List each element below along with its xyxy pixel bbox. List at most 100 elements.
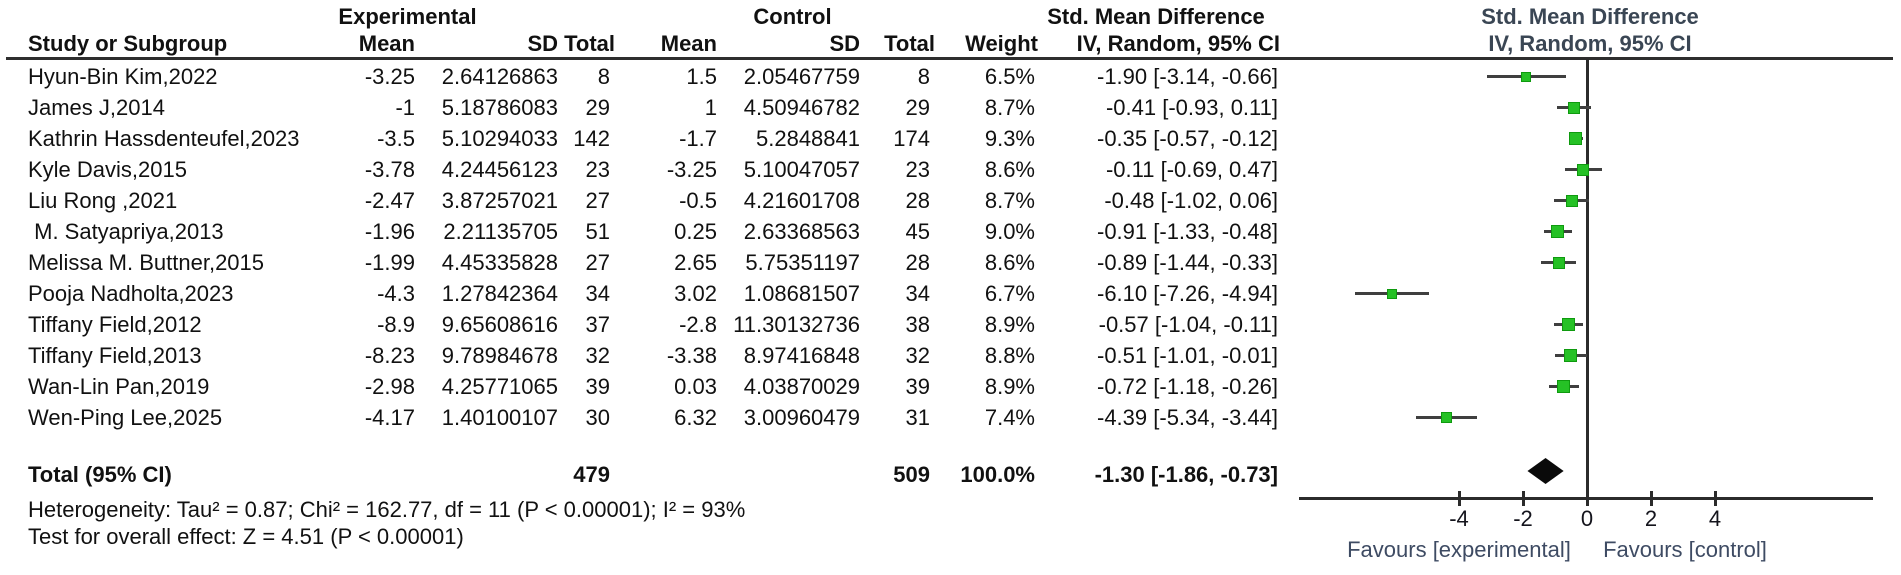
ctrl-sd-cell: 5.2848841 bbox=[756, 126, 860, 151]
study-name-cell: Wan-Lin Pan,2019 bbox=[28, 374, 210, 399]
smd-ci-cell: -0.89 [-1.44, -0.33] bbox=[1097, 250, 1278, 275]
exp-total-cell: 29 bbox=[585, 95, 610, 120]
exp-total-cell: 23 bbox=[585, 157, 610, 182]
weight-cell: 8.8% bbox=[984, 343, 1035, 368]
study-row: Liu Rong ,2021 -2.47 3.87257021 27 -0.5 4.216… bbox=[0, 185, 1901, 216]
ctrl-sd-cell: 5.75351197 bbox=[745, 250, 860, 275]
ctrl-mean-cell: -1.7 bbox=[679, 126, 717, 151]
exp-mean-cell: -3.25 bbox=[364, 64, 415, 89]
exp-total-cell: 39 bbox=[585, 374, 610, 399]
weight-cell: 8.7% bbox=[984, 188, 1035, 213]
study-name-cell: James J,2014 bbox=[28, 95, 165, 120]
effect-marker bbox=[1557, 380, 1571, 393]
weight-cell: 8.9% bbox=[984, 312, 1035, 337]
exp-sd-header: SD bbox=[527, 31, 558, 56]
exp-sd-cell: 9.65608616 bbox=[441, 312, 558, 337]
total-weight: 100.0% bbox=[960, 462, 1035, 487]
weight-header: Weight bbox=[965, 31, 1038, 56]
zero-reference-line bbox=[1586, 59, 1589, 499]
effect-marker bbox=[1386, 288, 1397, 299]
favours-left-label: Favours [experimental] bbox=[1347, 537, 1571, 562]
ctrl-total-cell: 31 bbox=[905, 405, 930, 430]
ctrl-mean-cell: 1.5 bbox=[686, 64, 717, 89]
exp-mean-header: Mean bbox=[358, 31, 415, 56]
exp-total-cell: 30 bbox=[585, 405, 610, 430]
smd-ci-cell: -0.51 [-1.01, -0.01] bbox=[1097, 343, 1278, 368]
exp-total-cell: 37 bbox=[585, 312, 610, 337]
exp-mean-cell: -1.99 bbox=[364, 250, 415, 275]
ctrl-sd-header: SD bbox=[829, 31, 860, 56]
ctrl-mean-cell: 0.25 bbox=[674, 219, 717, 244]
exp-total-cell: 34 bbox=[585, 281, 610, 306]
ctrl-total-cell: 28 bbox=[905, 250, 930, 275]
axis-tick bbox=[1585, 491, 1589, 506]
exp-sd-cell: 9.78984678 bbox=[441, 343, 558, 368]
study-name-cell: Liu Rong ,2021 bbox=[28, 188, 178, 213]
ctrl-mean-cell: -0.5 bbox=[679, 188, 717, 213]
total-ci: -1.30 [-1.86, -0.73] bbox=[1094, 462, 1278, 487]
study-row: Kyle Davis,2015 -3.78 4.24456123 23 -3.25 5.1… bbox=[0, 154, 1901, 185]
weight-cell: 8.9% bbox=[984, 374, 1035, 399]
effect-marker bbox=[1564, 349, 1578, 362]
exp-total-cell: 51 bbox=[585, 219, 610, 244]
exp-total-cell: 32 bbox=[585, 343, 610, 368]
exp-sd-cell: 1.40100107 bbox=[441, 405, 558, 430]
axis-tick-label: 0 bbox=[1580, 506, 1594, 531]
ctrl-total-cell: 174 bbox=[893, 126, 930, 151]
exp-total-cell: 27 bbox=[585, 250, 610, 275]
study-rows: Hyun-Bin Kim,2022 -3.25 2.64126863 8 1.5 2.05… bbox=[0, 61, 1901, 433]
weight-cell: 8.7% bbox=[984, 95, 1035, 120]
ctrl-sd-cell: 2.63368563 bbox=[743, 219, 860, 244]
heterogeneity-stats: Heterogeneity: Tau² = 0.87; Chi² = 162.7… bbox=[28, 497, 746, 522]
smd-ci-cell: -0.11 [-0.69, 0.47] bbox=[1105, 157, 1278, 182]
weight-cell: 6.5% bbox=[984, 64, 1035, 89]
ctrl-mean-cell: -2.8 bbox=[679, 312, 717, 337]
ctrl-total-cell: 34 bbox=[905, 281, 930, 306]
ctrl-mean-cell: 1 bbox=[704, 95, 717, 120]
study-row: M. Satyapriya,2013 -1.96 2.21135705 51 0.25 2… bbox=[0, 216, 1901, 247]
exp-sd-cell: 5.10294033 bbox=[441, 126, 558, 151]
ctrl-total-cell: 45 bbox=[905, 219, 930, 244]
weight-cell: 7.4% bbox=[984, 405, 1035, 430]
axis-tick-label: 2 bbox=[1644, 506, 1658, 531]
study-name-cell: Kyle Davis,2015 bbox=[28, 157, 187, 182]
ctrl-mean-cell: 6.32 bbox=[674, 405, 717, 430]
smd-column-group-header: Std. Mean Difference bbox=[1047, 4, 1265, 29]
ctrl-mean-cell: 0.03 bbox=[674, 374, 717, 399]
axis-tick-label: -2 bbox=[1513, 506, 1533, 531]
exp-mean-cell: -8.9 bbox=[377, 312, 415, 337]
ci-column-header: IV, Random, 95% CI bbox=[1076, 31, 1280, 56]
exp-mean-cell: -3.78 bbox=[364, 157, 415, 182]
smd-ci-cell: -0.35 [-0.57, -0.12] bbox=[1097, 126, 1278, 151]
ctrl-mean-cell: 3.02 bbox=[674, 281, 717, 306]
exp-sd-cell: 2.64126863 bbox=[441, 64, 558, 89]
exp-mean-cell: -2.98 bbox=[364, 374, 415, 399]
effect-marker bbox=[1552, 256, 1565, 269]
effect-marker bbox=[1441, 412, 1453, 423]
weight-cell: 9.0% bbox=[984, 219, 1035, 244]
exp-total-cell: 27 bbox=[585, 188, 610, 213]
effect-marker bbox=[1567, 101, 1580, 114]
exp-total-header: Total bbox=[564, 31, 615, 56]
ctrl-mean-cell: -3.38 bbox=[666, 343, 717, 368]
ctrl-sd-cell: 5.10047057 bbox=[743, 157, 860, 182]
exp-mean-cell: -4.3 bbox=[377, 281, 415, 306]
ctrl-mean-cell: -3.25 bbox=[666, 157, 717, 182]
axis-tick-label: -4 bbox=[1449, 506, 1469, 531]
plot-title: Std. Mean Difference bbox=[1481, 4, 1699, 29]
study-name-cell: Pooja Nadholta,2023 bbox=[28, 281, 234, 306]
smd-ci-cell: -0.91 [-1.33, -0.48] bbox=[1097, 219, 1278, 244]
exp-mean-cell: -3.5 bbox=[377, 126, 415, 151]
header-underline bbox=[6, 57, 1893, 60]
smd-ci-cell: -1.90 [-3.14, -0.66] bbox=[1097, 64, 1278, 89]
axis-tick-label: 4 bbox=[1708, 506, 1722, 531]
exp-mean-cell: -1.96 bbox=[364, 219, 415, 244]
study-row: James J,2014 -1 5.18786083 29 1 4.50946782 29 8… bbox=[0, 92, 1901, 123]
ctrl-total-header: Total bbox=[884, 31, 935, 56]
ctrl-total-cell: 38 bbox=[905, 312, 930, 337]
ctrl-sd-cell: 4.50946782 bbox=[743, 95, 860, 120]
study-name-cell: Tiffany Field,2013 bbox=[28, 343, 202, 368]
axis-tick bbox=[1457, 491, 1461, 506]
study-row: Wan-Lin Pan,2019 -2.98 4.25771065 39 0.03 4.0… bbox=[0, 371, 1901, 402]
effect-marker bbox=[1551, 225, 1565, 238]
